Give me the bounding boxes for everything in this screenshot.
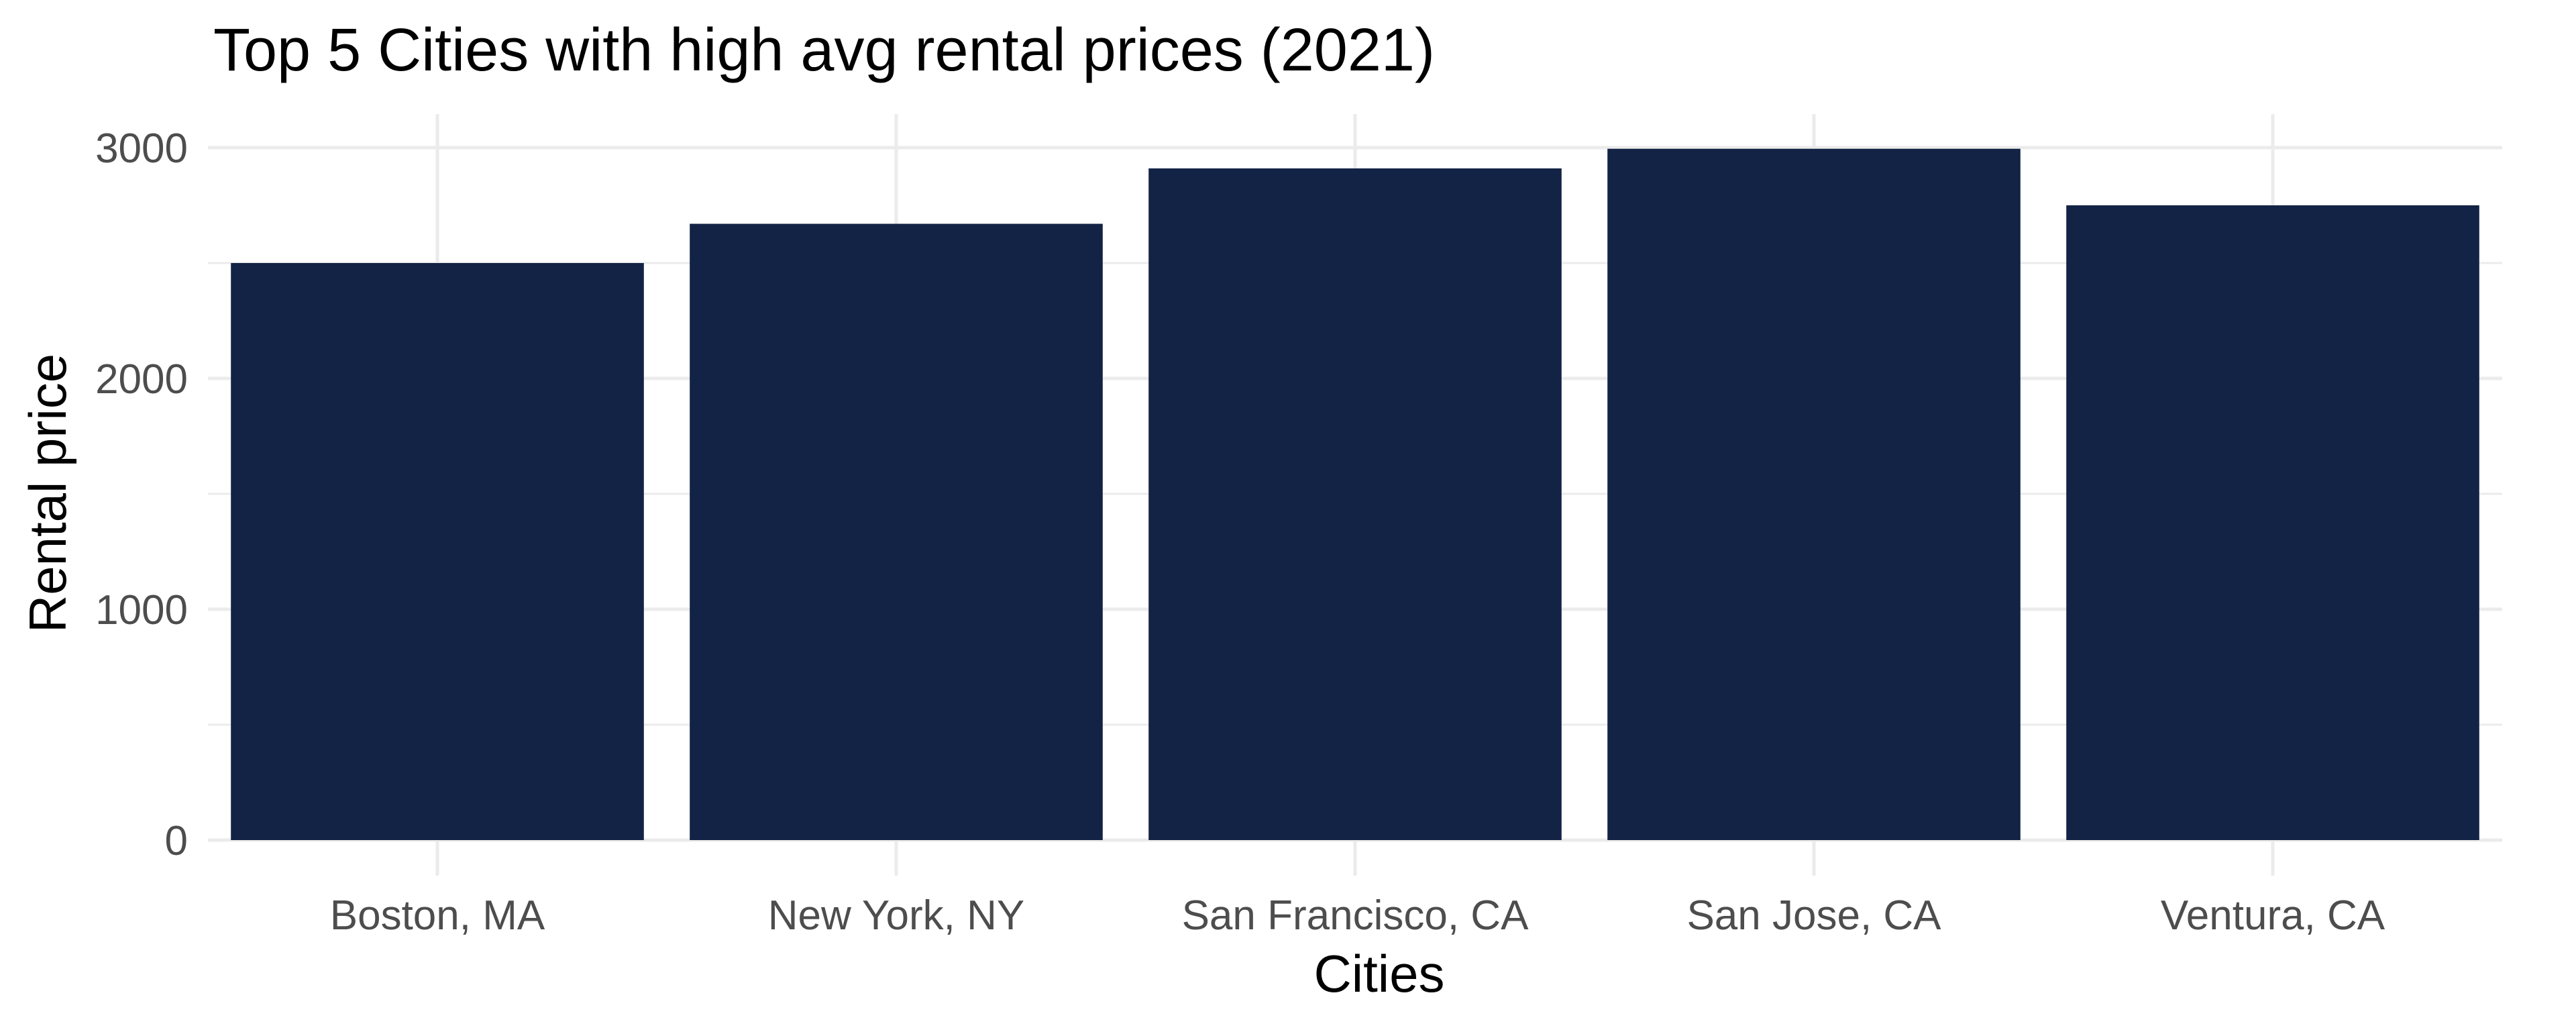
x-tick-label: Ventura, CA (2161, 892, 2385, 939)
bar (690, 223, 1103, 840)
y-tick-label: 2000 (95, 356, 188, 403)
y-tick-label: 3000 (95, 125, 188, 172)
y-axis-title: Rental price (18, 354, 77, 633)
bar (1607, 148, 2021, 841)
x-tick-label: New York, NY (768, 892, 1025, 939)
x-axis-title: Cities (1313, 944, 1444, 1003)
bars (231, 148, 2479, 841)
y-tick-label: 0 (165, 818, 188, 864)
chart-title: Top 5 Cities with high avg rental prices… (213, 17, 1435, 84)
x-tick-label: Boston, MA (330, 892, 545, 939)
y-axis-ticks: 0 1000 2000 3000 (95, 125, 188, 864)
y-tick-label: 1000 (95, 587, 188, 633)
bar (231, 263, 644, 840)
x-tick-label: San Jose, CA (1686, 892, 1941, 939)
bar (2066, 205, 2479, 840)
x-tick-label: San Francisco, CA (1182, 892, 1529, 939)
bar (1148, 168, 1562, 840)
x-axis-ticks: Boston, MA New York, NY San Francisco, CA S… (330, 892, 2385, 939)
